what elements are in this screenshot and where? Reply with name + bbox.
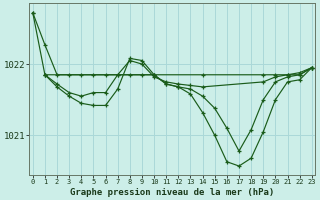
X-axis label: Graphe pression niveau de la mer (hPa): Graphe pression niveau de la mer (hPa) [70, 188, 275, 197]
